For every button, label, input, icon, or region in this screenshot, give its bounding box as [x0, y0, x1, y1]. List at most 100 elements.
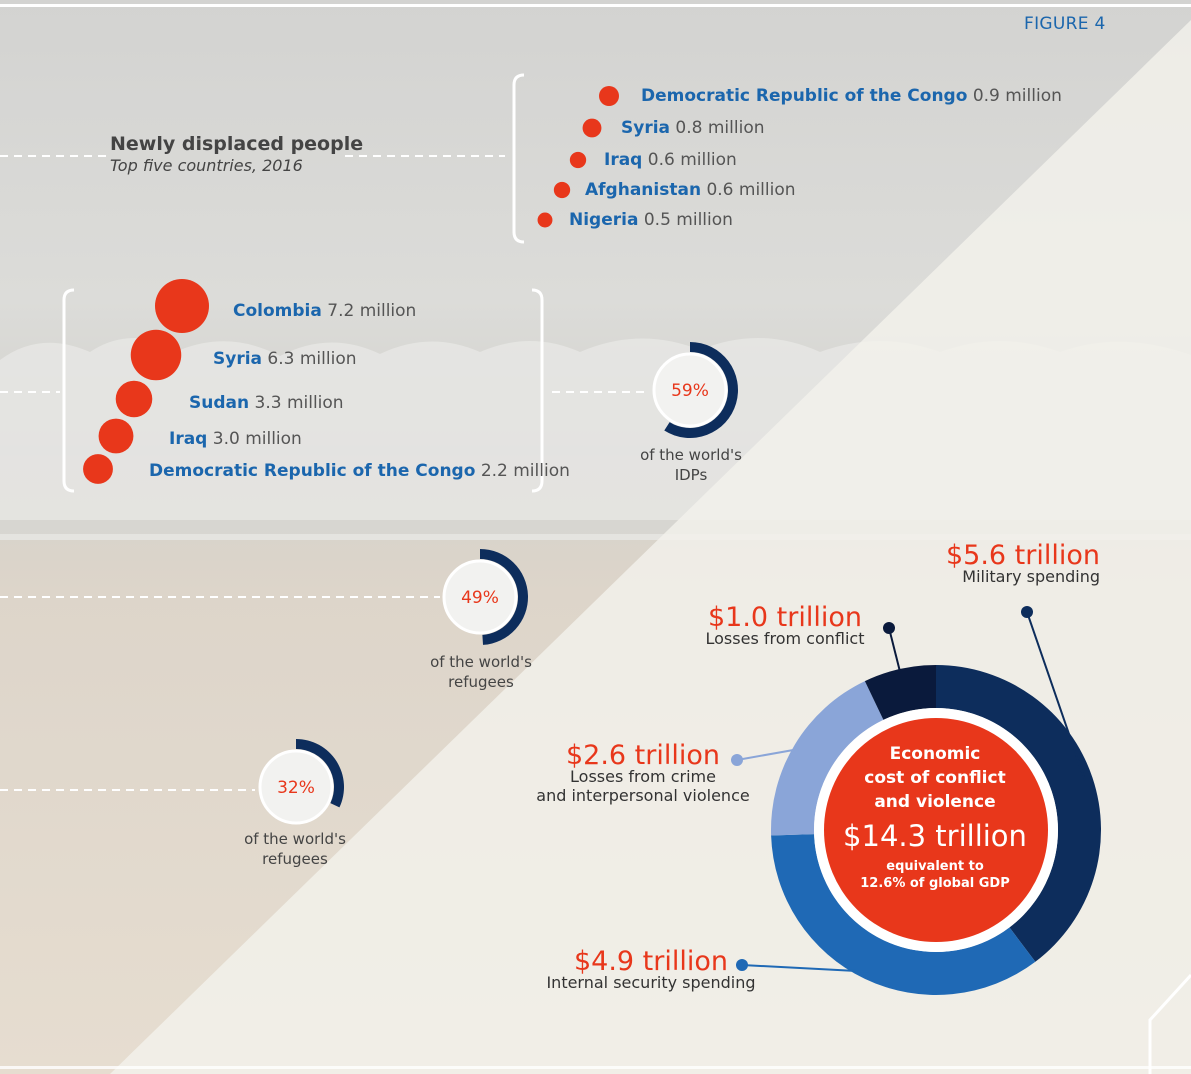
- newly-amount-3: 0.6 million: [647, 150, 737, 170]
- idp-row-2: Syria 6.3 million: [213, 349, 357, 369]
- share-caption-2-line2: refugees: [448, 673, 514, 691]
- cost-center-line2: cost of conflict: [864, 768, 1006, 788]
- newly-country-2: Syria: [621, 118, 671, 138]
- share-donut-center-1: [652, 352, 728, 428]
- idp-bubble-3: [115, 380, 153, 418]
- idp-row-5: Democratic Republic of the Congo 2.2 mil…: [149, 461, 570, 481]
- newly-row-1: Democratic Republic of the Congo 0.9 mil…: [641, 86, 1062, 106]
- cost-center-line1: Economic: [889, 744, 981, 764]
- cost-center-eq2: 12.6% of global GDP: [860, 876, 1010, 891]
- idp-country-2: Syria: [213, 349, 263, 369]
- cost-military: $5.6 trillion Military spending: [940, 540, 1100, 586]
- cost-security-value: $4.9 trillion: [573, 946, 729, 977]
- newly-amount-1: 0.9 million: [972, 86, 1062, 106]
- newly-bubble-1: [599, 86, 619, 106]
- cost-center-disc: [824, 718, 1048, 942]
- idp-row-3: Sudan 3.3 million: [189, 393, 344, 413]
- idp-bubble-4: [98, 418, 134, 454]
- share-caption-1: of the world's IDPs: [626, 445, 756, 485]
- share-caption-1-line1: of the world's: [640, 446, 742, 464]
- cost-slice-crime: [771, 681, 884, 836]
- cost-conflict-label: Losses from conflict: [705, 629, 865, 648]
- figure-label: FIGURE 4: [1024, 14, 1106, 34]
- bracket-idp-left: [62, 288, 75, 493]
- idp-country-1: Colombia: [233, 301, 322, 321]
- idp-bubble-5: [83, 454, 113, 484]
- newly-country-3: Iraq: [604, 150, 643, 170]
- cost-crime-label-2: and interpersonal violence: [536, 786, 750, 805]
- cost-crime-label-1: Losses from crime: [570, 767, 716, 786]
- cost-slice-military: [936, 665, 1101, 962]
- share-donut-label-3: 32%: [277, 778, 315, 798]
- cost-conflict: $1.0 trillion Losses from conflict: [700, 602, 870, 648]
- cost-conflict-value: $1.0 trillion: [707, 602, 863, 633]
- leader-dot-military: [1021, 606, 1033, 618]
- hexagon-edge: [1148, 973, 1191, 1074]
- cost-military-label: Military spending: [962, 567, 1100, 586]
- share-donut-center-3: [258, 749, 334, 825]
- leader-line-military: [1026, 611, 1086, 781]
- newly-bubble-4: [553, 181, 571, 199]
- newly-row-3: Iraq 0.6 million: [604, 150, 737, 170]
- cost-security: $4.9 trillion Internal security spending: [540, 946, 762, 992]
- idp-row-1: Colombia 7.2 million: [233, 301, 416, 321]
- share-caption-1-line2: IDPs: [674, 466, 708, 484]
- leader-line-crime: [736, 747, 802, 761]
- newly-row-5: Nigeria 0.5 million: [569, 210, 733, 230]
- newly-displaced-subtitle: Top five countries, 2016: [110, 156, 303, 175]
- share-donut-center-2: [442, 559, 518, 635]
- leader-line-conflict: [888, 627, 903, 678]
- newly-row-2: Syria 0.8 million: [621, 118, 765, 138]
- cost-center: Economic cost of conflict and violence $…: [826, 742, 1044, 892]
- newly-country-1: Democratic Republic of the Congo: [641, 86, 968, 106]
- bracket-idp-right: [531, 288, 544, 493]
- share-donut-label-2: 49%: [461, 588, 499, 608]
- share-caption-2: of the world's refugees: [416, 652, 546, 692]
- newly-country-4: Afghanistan: [585, 180, 702, 200]
- idp-amount-2: 6.3 million: [267, 349, 357, 369]
- cost-military-value: $5.6 trillion: [945, 540, 1100, 571]
- newly-amount-2: 0.8 million: [675, 118, 765, 138]
- share-donut-arc-1: [664, 342, 738, 438]
- share-caption-3-line1: of the world's: [244, 830, 346, 848]
- cost-center-eq1: equivalent to: [886, 859, 984, 874]
- idp-amount-1: 7.2 million: [327, 301, 417, 321]
- newly-amount-4: 0.6 million: [706, 180, 796, 200]
- share-caption-3-line2: refugees: [262, 850, 328, 868]
- newly-country-5: Nigeria: [569, 210, 639, 230]
- cost-slice-conflict: [864, 665, 936, 720]
- idp-bubble-1: [155, 279, 209, 333]
- cost-center-total: $14.3 trillion: [843, 819, 1027, 853]
- newly-amount-5: 0.5 million: [643, 210, 733, 230]
- cost-center-line3: and violence: [874, 792, 996, 812]
- leader-dot-security: [736, 959, 748, 971]
- idp-amount-5: 2.2 million: [480, 461, 570, 481]
- share-donut-label-1: 59%: [671, 381, 709, 401]
- bracket-newly: [512, 73, 525, 244]
- newly-row-4: Afghanistan 0.6 million: [585, 180, 796, 200]
- newly-bubble-5: [537, 212, 553, 228]
- cost-crime: $2.6 trillion Losses from crime and inte…: [528, 740, 758, 805]
- idp-amount-3: 3.3 million: [254, 393, 344, 413]
- cost-crime-value: $2.6 trillion: [565, 740, 721, 771]
- share-caption-2-line1: of the world's: [430, 653, 532, 671]
- cost-slice-security: [771, 834, 1036, 995]
- idp-country-3: Sudan: [189, 393, 250, 413]
- share-donut-arc-2: [480, 549, 529, 645]
- share-donut-arc-3: [296, 739, 344, 808]
- cost-security-label: Internal security spending: [546, 973, 756, 992]
- newly-bubble-3: [569, 151, 587, 169]
- newly-displaced-title: Newly displaced people: [110, 133, 364, 155]
- leader-dot-conflict: [883, 622, 895, 634]
- idp-country-4: Iraq: [169, 429, 208, 449]
- idp-amount-4: 3.0 million: [212, 429, 302, 449]
- share-caption-3: of the world's refugees: [230, 829, 360, 869]
- idp-bubble-2: [130, 329, 182, 381]
- idp-row-4: Iraq 3.0 million: [169, 429, 302, 449]
- leader-dot-crime: [731, 754, 743, 766]
- idp-country-5: Democratic Republic of the Congo: [149, 461, 476, 481]
- newly-bubble-2: [582, 118, 602, 138]
- leader-line-security: [741, 964, 869, 973]
